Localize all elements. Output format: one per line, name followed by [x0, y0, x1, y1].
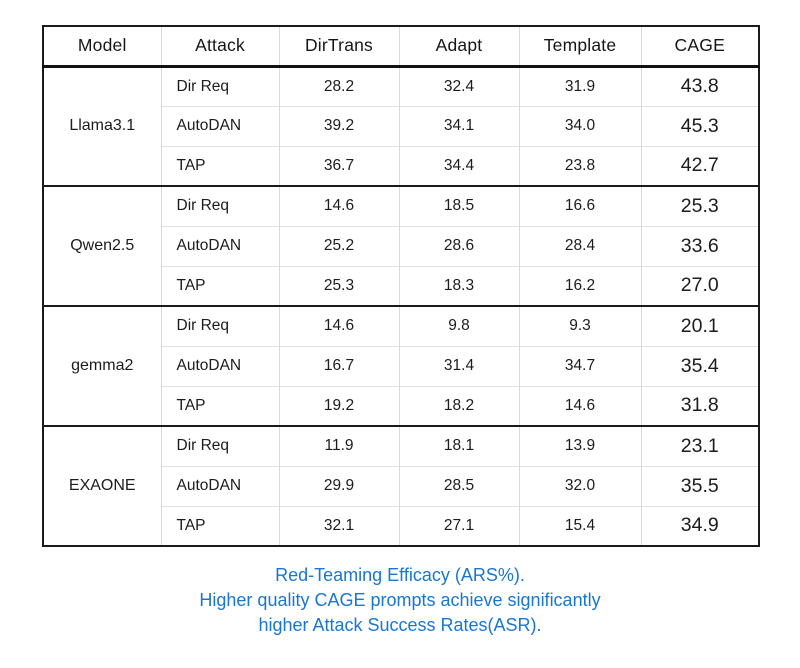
cage-value-cell: 33.6: [640, 225, 759, 266]
value-cell: 36.7: [278, 145, 399, 186]
value-cell: 14.6: [278, 185, 399, 226]
table-row: EXAONE Dir Req 11.9 18.1 13.9 23.1: [43, 425, 759, 546]
cage-value-cell: 35.4: [640, 345, 759, 386]
value-cell: 32.0: [518, 465, 641, 506]
cage-value-cell: 31.8: [640, 385, 759, 426]
header-template: Template: [518, 26, 641, 68]
table-row: TAP 19.2 18.2 14.6 31.8: [43, 385, 759, 426]
value-cell: 27.1: [398, 505, 519, 546]
value-cell: 9.8: [398, 305, 519, 346]
caption-line-1: Red-Teaming Efficacy (ARS%).: [275, 565, 525, 585]
value-cell: 28.4: [518, 225, 641, 266]
figure-caption: Red-Teaming Efficacy (ARS%). Higher qual…: [0, 563, 800, 638]
header-dirtrans: DirTrans: [278, 26, 399, 68]
attack-cell: AutoDAN: [160, 225, 279, 266]
value-cell: 18.3: [398, 265, 519, 306]
value-cell: 18.5: [398, 185, 519, 226]
value-cell: 16.7: [278, 345, 399, 386]
attack-cell: AutoDAN: [160, 345, 279, 386]
value-cell: 25.3: [278, 265, 399, 306]
value-cell: 14.6: [518, 385, 641, 426]
model-cell-qwen25: Qwen2.5: [43, 185, 161, 306]
attack-cell: TAP: [160, 145, 279, 186]
attack-cell: Dir Req: [160, 305, 279, 346]
header-cage: CAGE: [640, 26, 759, 68]
caption-line-2: Higher quality CAGE prompts achieve sign…: [199, 590, 601, 610]
value-cell: 31.4: [398, 345, 519, 386]
cage-value-cell: 45.3: [640, 105, 759, 146]
value-cell: 15.4: [518, 505, 641, 546]
table-row: gemma2 Dir Req 14.6 9.8 9.3 20.1: [43, 305, 759, 426]
value-cell: 28.6: [398, 225, 519, 266]
attack-cell: AutoDAN: [160, 105, 279, 146]
header-adapt: Adapt: [398, 26, 519, 68]
value-cell: 13.9: [518, 425, 641, 466]
value-cell: 34.4: [398, 145, 519, 186]
table-row: TAP 36.7 34.4 23.8 42.7: [43, 145, 759, 186]
table-row: AutoDAN 39.2 34.1 34.0 45.3: [43, 105, 759, 146]
cage-value-cell: 35.5: [640, 465, 759, 506]
caption-line-3: higher Attack Success Rates(ASR).: [258, 615, 542, 635]
value-cell: 32.4: [398, 66, 519, 106]
value-cell: 19.2: [278, 385, 399, 426]
value-cell: 18.1: [398, 425, 519, 466]
value-cell: 28.2: [278, 66, 399, 106]
header-row: Model Attack DirTrans Adapt Template CAG…: [43, 26, 759, 68]
attack-cell: AutoDAN: [160, 465, 279, 506]
table-row: TAP 25.3 18.3 16.2 27.0: [43, 265, 759, 306]
cage-value-cell: 25.3: [640, 185, 759, 226]
cage-value-cell: 34.9: [640, 505, 759, 546]
value-cell: 28.5: [398, 465, 519, 506]
value-cell: 23.8: [518, 145, 641, 186]
value-cell: 16.2: [518, 265, 641, 306]
value-cell: 29.9: [278, 465, 399, 506]
model-cell-exaone: EXAONE: [43, 425, 161, 546]
value-cell: 31.9: [518, 66, 641, 106]
value-cell: 34.0: [518, 105, 641, 146]
results-figure: Model Attack DirTrans Adapt Template CAG…: [42, 25, 760, 547]
results-table: Model Attack DirTrans Adapt Template CAG…: [42, 25, 760, 547]
header-attack: Attack: [160, 26, 279, 68]
attack-cell: TAP: [160, 265, 279, 306]
value-cell: 11.9: [278, 425, 399, 466]
attack-cell: Dir Req: [160, 425, 279, 466]
value-cell: 18.2: [398, 385, 519, 426]
table-row: TAP 32.1 27.1 15.4 34.9: [43, 505, 759, 546]
table-row: AutoDAN 16.7 31.4 34.7 35.4: [43, 345, 759, 386]
attack-cell: Dir Req: [160, 66, 279, 106]
value-cell: 16.6: [518, 185, 641, 226]
model-cell-llama31: Llama3.1: [69, 117, 136, 135]
attack-cell: Dir Req: [160, 185, 279, 226]
cage-value-cell: 42.7: [640, 145, 759, 186]
table-row: AutoDAN 29.9 28.5 32.0 35.5: [43, 465, 759, 506]
value-cell: 34.7: [518, 345, 641, 386]
table-row: AutoDAN 25.2 28.6 28.4 33.6: [43, 225, 759, 266]
table-row: Qwen2.5 Dir Req 14.6 18.5 16.6 25.3: [43, 185, 759, 306]
table-row: Llama3.1 Dir Req 28.2 32.4 31.9 43.8: [43, 66, 759, 134]
attack-cell: TAP: [160, 505, 279, 546]
cage-value-cell: 27.0: [640, 265, 759, 306]
attack-cell: TAP: [160, 385, 279, 426]
value-cell: 25.2: [278, 225, 399, 266]
value-cell: 32.1: [278, 505, 399, 546]
value-cell: 9.3: [518, 305, 641, 346]
value-cell: 14.6: [278, 305, 399, 346]
header-model: Model: [43, 26, 161, 68]
value-cell: 39.2: [278, 105, 399, 146]
value-cell: 34.1: [398, 105, 519, 146]
model-cell-gemma2: gemma2: [43, 305, 161, 426]
cage-value-cell: 23.1: [640, 425, 759, 466]
cage-value-cell: 43.8: [640, 66, 759, 106]
cage-value-cell: 20.1: [640, 305, 759, 346]
